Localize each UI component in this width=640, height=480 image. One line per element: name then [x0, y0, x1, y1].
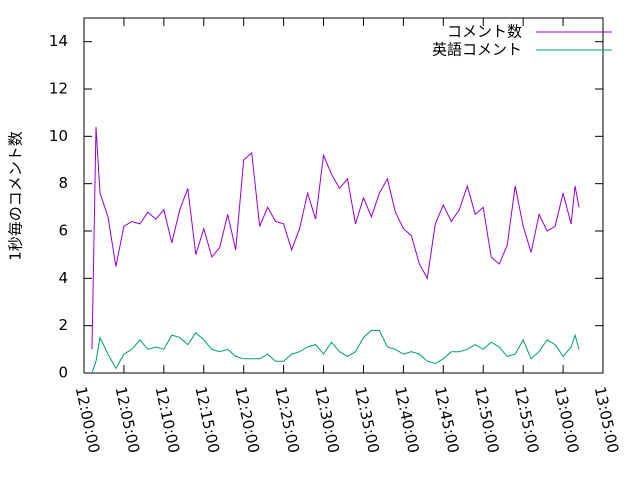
- x-tick-label: 12:35:00: [351, 385, 383, 455]
- y-tick-label: 6: [58, 222, 68, 240]
- x-tick-label: 12:00:00: [72, 385, 104, 455]
- x-tick-label: 12:50:00: [471, 385, 503, 455]
- plot-frame: [83, 17, 604, 374]
- y-tick-label: 4: [58, 269, 68, 287]
- x-tick-label: 12:25:00: [271, 385, 303, 455]
- x-tick-label: 12:55:00: [511, 385, 543, 455]
- y-tick-label: 8: [58, 174, 68, 192]
- x-tick-label: 12:40:00: [391, 385, 423, 455]
- y-tick-label: 10: [49, 127, 68, 145]
- x-tick-label: 12:45:00: [431, 385, 463, 455]
- y-axis-label: 1秒毎のコメント数: [7, 131, 25, 261]
- series-line: [91, 329, 580, 374]
- x-tick-label: 13:00:00: [551, 385, 583, 455]
- y-tick-label: 0: [58, 364, 68, 382]
- series-line: [91, 126, 580, 350]
- x-tick-label: 12:05:00: [112, 385, 144, 455]
- legend-label: 英語コメント: [432, 41, 522, 59]
- y-tick-label: 2: [58, 316, 68, 334]
- x-tick-label: 12:20:00: [231, 385, 263, 455]
- y-tick-label: 12: [49, 80, 68, 98]
- x-tick-label: 12:30:00: [311, 385, 343, 455]
- x-tick-label: 12:15:00: [191, 385, 223, 455]
- x-tick-label: 13:05:00: [591, 385, 623, 455]
- x-tick-label: 12:10:00: [152, 385, 184, 455]
- legend-label: コメント数: [447, 23, 522, 41]
- y-tick-label: 14: [49, 32, 68, 50]
